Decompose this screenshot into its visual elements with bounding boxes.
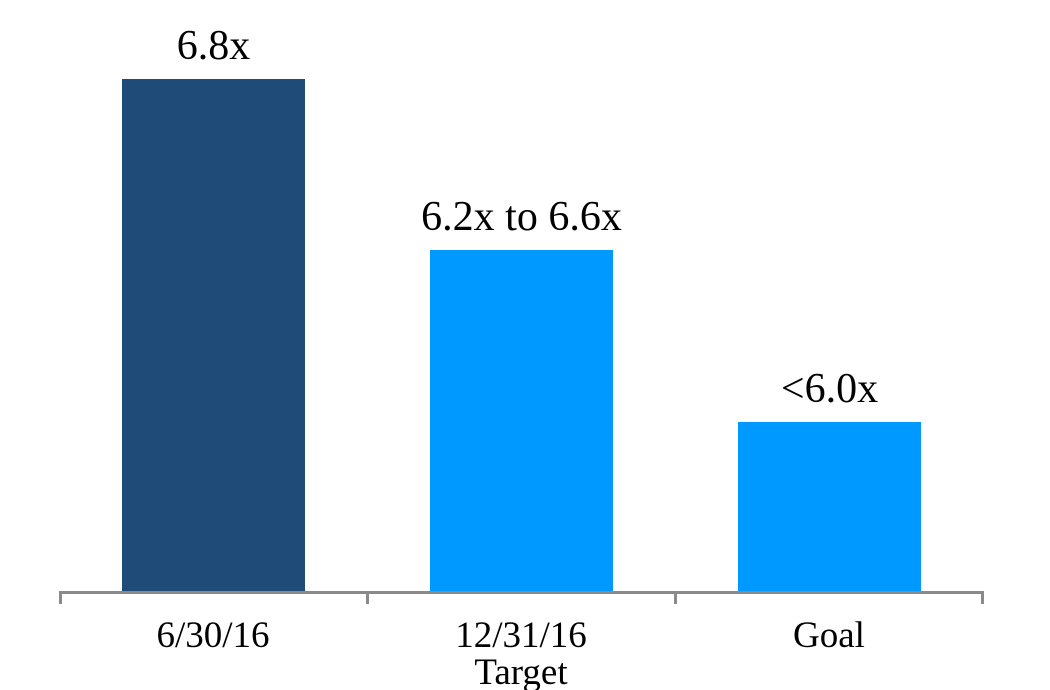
x-axis-label-goal: Goal: [675, 617, 983, 654]
x-axis-label-12-31-16-target: 12/31/16 Target: [367, 617, 675, 690]
bar-goal: [738, 422, 921, 593]
x-axis-tick: [981, 591, 984, 604]
x-axis-tick: [59, 591, 62, 604]
bar-group-6-30-16: 6.8x: [122, 23, 305, 593]
x-axis-line: [59, 591, 984, 594]
x-axis-label-6-30-16: 6/30/16: [59, 617, 367, 654]
value-label-6-30-16: 6.8x: [176, 22, 251, 69]
bar-group-12-31-16-target: 6.2x to 6.6x: [421, 194, 622, 593]
x-axis-label-line: Goal: [793, 615, 865, 656]
x-axis-label-line: 6/30/16: [156, 615, 270, 656]
bar-12-31-16-target: [430, 250, 613, 593]
value-label-12-31-16-target: 6.2x to 6.6x: [421, 193, 622, 240]
value-label-goal: <6.0x: [780, 365, 879, 412]
x-axis-label-line: 12/31/16: [455, 615, 587, 656]
x-axis-tick: [366, 591, 369, 604]
x-axis-label-line: Target: [474, 652, 568, 690]
bar-6-30-16: [122, 79, 305, 593]
x-axis-tick: [674, 591, 677, 604]
bar-group-goal: <6.0x: [738, 366, 921, 593]
